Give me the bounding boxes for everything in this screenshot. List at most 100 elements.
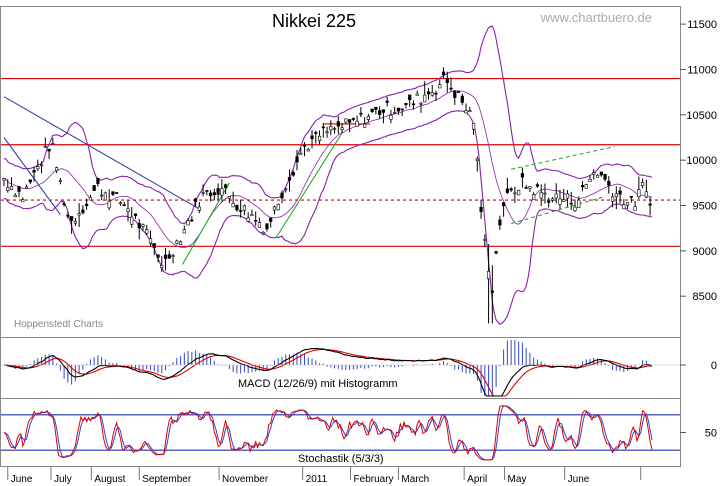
- price-bar-body: [81, 209, 85, 214]
- stochastic-k-line: [3, 405, 653, 461]
- stochastic-series: [1, 405, 680, 461]
- bollinger-middle: [3, 90, 653, 249]
- price-bar-body: [618, 190, 622, 195]
- y-tick-label: 11000: [687, 64, 717, 76]
- x-label: April: [467, 474, 487, 485]
- price-bar-body: [513, 192, 517, 195]
- price-bar-body: [456, 91, 461, 93]
- price-bar-body: [28, 179, 32, 183]
- price-bar-body: [118, 202, 123, 205]
- x-label: July: [54, 474, 72, 485]
- y-tick-label: 50: [705, 428, 717, 440]
- price-bar-body: [389, 114, 393, 120]
- price-bar-body: [287, 177, 292, 181]
- price-bar-body: [284, 188, 288, 191]
- price-bar-body: [408, 94, 412, 101]
- price-bar-body: [366, 115, 370, 120]
- price-bar-body: [419, 103, 423, 105]
- price-bar-body: [152, 243, 156, 249]
- price-bar-body: [434, 92, 438, 95]
- price-bar-body: [633, 206, 637, 211]
- price-bar-body: [547, 200, 551, 203]
- price-bar-body: [62, 203, 66, 205]
- price-bar-body: [505, 188, 509, 193]
- price-bar-body: [115, 192, 119, 194]
- trend-line: [511, 146, 615, 170]
- price-bar-body: [393, 112, 397, 114]
- grid: [7, 466, 642, 480]
- price-bar-body: [359, 112, 363, 115]
- price-bar-body: [126, 208, 130, 212]
- price-bar-body: [254, 220, 258, 222]
- price-bar-body: [201, 192, 205, 194]
- price-bar-body: [6, 187, 10, 191]
- price-bar-body: [471, 122, 476, 130]
- trend-line: [275, 132, 343, 238]
- price-bar-body: [186, 220, 190, 226]
- price-bar-body: [577, 199, 581, 208]
- price-bar-body: [141, 224, 145, 227]
- price-bar-body: [528, 186, 532, 189]
- price-bar-body: [47, 148, 51, 152]
- x-label: September: [142, 474, 192, 485]
- price-bar-body: [641, 182, 645, 186]
- price-bar-body: [265, 223, 269, 230]
- price-bar-body: [637, 189, 641, 197]
- price-bar-body: [220, 188, 224, 196]
- price-bar-body: [92, 185, 96, 192]
- price-bar-body: [39, 164, 44, 167]
- price-panel-frame: [0, 6, 681, 338]
- price-bar-body: [13, 194, 17, 198]
- y-tick-label: 0: [711, 360, 717, 372]
- price-bar-body: [445, 77, 449, 83]
- price-bar-body: [58, 180, 62, 182]
- price-bar-body: [306, 149, 310, 152]
- price-bar-body: [344, 118, 348, 123]
- price-bar-body: [468, 110, 472, 112]
- price-bar-body: [280, 192, 284, 199]
- price-bar-body: [509, 188, 513, 191]
- price-bar-body: [494, 251, 498, 254]
- price-bar-body: [190, 219, 194, 222]
- price-bar-body: [171, 255, 175, 258]
- price-bar-body: [532, 194, 536, 200]
- price-bar-body: [9, 186, 14, 190]
- x-label: August: [94, 474, 125, 485]
- price-bar-body: [257, 222, 262, 228]
- price-bar-body: [396, 107, 401, 112]
- price-bar-body: [351, 118, 355, 120]
- watermark: www.chartbuero.de: [540, 10, 652, 25]
- price-bar-body: [295, 156, 299, 163]
- x-label: November: [222, 474, 269, 485]
- price-bars: [2, 67, 652, 324]
- price-bar-body: [107, 200, 111, 209]
- price-bar-body: [622, 204, 626, 210]
- x-label: February: [354, 474, 394, 485]
- price-bar-body: [317, 135, 322, 142]
- price-bar-body: [599, 171, 603, 176]
- price-bar-body: [269, 217, 273, 222]
- price-bar-body: [490, 290, 494, 293]
- price-bar-body: [167, 254, 171, 259]
- price-bar-body: [558, 198, 562, 205]
- price-bar-body: [130, 216, 134, 225]
- price-bar-body: [246, 217, 250, 222]
- price-bar-body: [520, 173, 524, 178]
- macd-series: [1, 340, 680, 397]
- macd-panel-frame: [0, 337, 681, 399]
- price-bar-body: [502, 202, 506, 207]
- horizontal-levels: [1, 77, 680, 247]
- source-note: Hoppenstedt Charts: [14, 319, 103, 330]
- price-bar-body: [400, 108, 404, 111]
- price-bar-body: [24, 186, 29, 189]
- price-bar-body: [137, 222, 141, 229]
- price-bar-body: [111, 191, 115, 195]
- price-bar-body: [299, 152, 303, 155]
- price-bar-body: [554, 193, 558, 199]
- price-bar-body: [160, 265, 164, 269]
- price-bar-body: [193, 198, 198, 202]
- price-bar-body: [209, 192, 213, 197]
- price-bar-body: [231, 202, 235, 208]
- price-bar-body: [36, 166, 40, 170]
- price-bar-body: [595, 174, 600, 178]
